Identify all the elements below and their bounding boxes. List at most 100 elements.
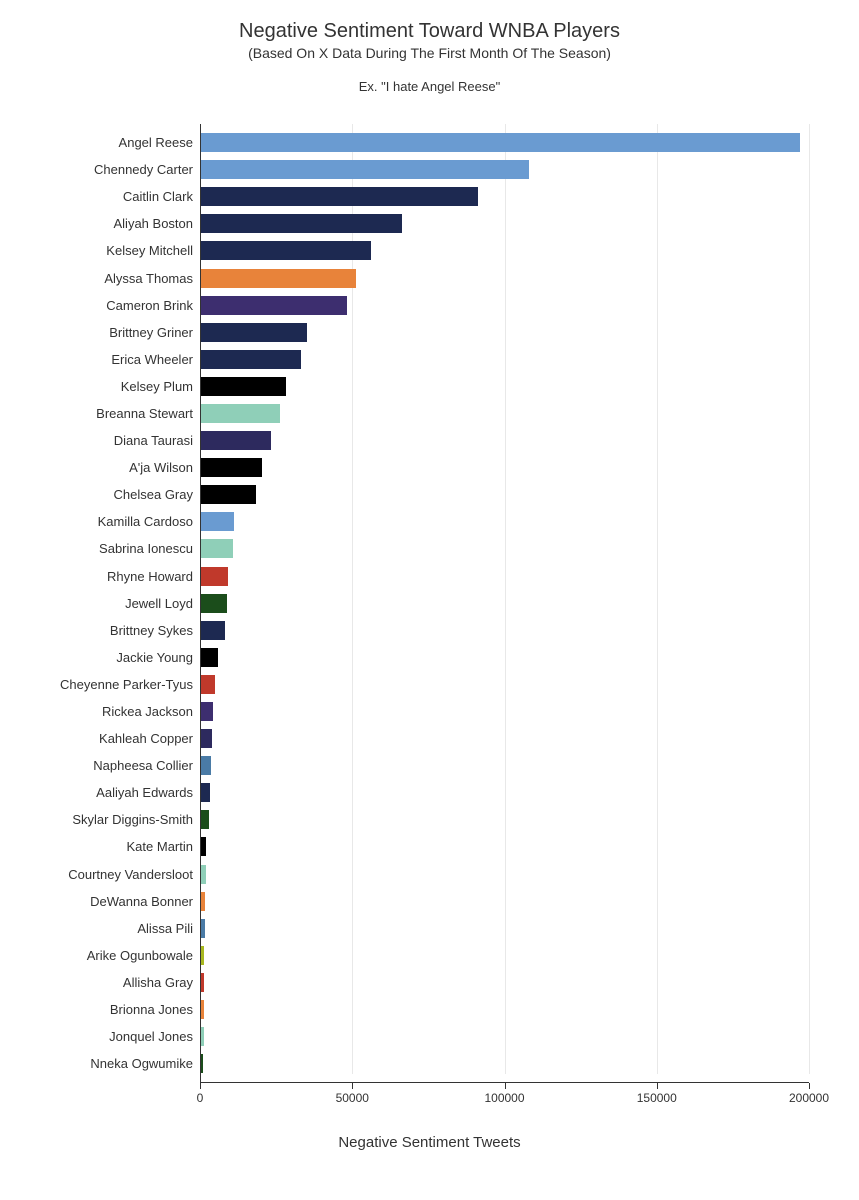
bar-label: Kamilla Cardoso <box>98 514 201 529</box>
bar-row: Arike Ogunbowale <box>201 942 809 969</box>
chart-example-text: Ex. "I hate Angel Reese" <box>30 79 829 94</box>
bar <box>201 431 271 450</box>
bar-label: Jewell Loyd <box>125 596 201 611</box>
bar <box>201 512 234 531</box>
bar <box>201 377 286 396</box>
bar <box>201 241 371 260</box>
bar-row: Sabrina Ionescu <box>201 535 809 562</box>
bar <box>201 865 206 884</box>
chart-title: Negative Sentiment Toward WNBA Players <box>30 20 829 43</box>
x-tick <box>809 1083 810 1089</box>
bar <box>201 269 356 288</box>
bar <box>201 621 225 640</box>
bar-label: Arike Ogunbowale <box>87 948 201 963</box>
chart-subtitle: (Based On X Data During The First Month … <box>30 45 829 61</box>
x-tick-label: 100000 <box>484 1091 524 1105</box>
bar-label: Kahleah Copper <box>99 731 201 746</box>
bar <box>201 567 228 586</box>
x-tick <box>657 1083 658 1089</box>
bar-row: Chelsea Gray <box>201 481 809 508</box>
bar-label: Rickea Jackson <box>102 704 201 719</box>
bar <box>201 648 218 667</box>
bar-label: Breanna Stewart <box>96 406 201 421</box>
bar-label: Kelsey Plum <box>121 379 201 394</box>
bar-row: Kahleah Copper <box>201 725 809 752</box>
bar <box>201 539 233 558</box>
bar <box>201 973 204 992</box>
bar-label: Kelsey Mitchell <box>106 243 201 258</box>
bar <box>201 1027 204 1046</box>
bar-label: Jonquel Jones <box>109 1029 201 1044</box>
bar-label: Aliyah Boston <box>114 216 202 231</box>
x-tick-label: 150000 <box>637 1091 677 1105</box>
chart-container: Negative Sentiment Toward WNBA Players (… <box>0 0 859 1191</box>
bar-label: Allisha Gray <box>123 975 201 990</box>
bar-label: Skylar Diggins-Smith <box>72 812 201 827</box>
bar-label: Brittney Griner <box>109 325 201 340</box>
bar-label: Cheyenne Parker-Tyus <box>60 677 201 692</box>
bar-label: Rhyne Howard <box>107 569 201 584</box>
bar <box>201 702 213 721</box>
bar <box>201 187 478 206</box>
bar-label: Jackie Young <box>116 650 201 665</box>
gridline <box>809 124 810 1074</box>
bar-row: Alissa Pili <box>201 915 809 942</box>
bar <box>201 296 347 315</box>
bar <box>201 837 206 856</box>
bar-label: Chennedy Carter <box>94 162 201 177</box>
bar <box>201 1000 204 1019</box>
bar-row: Kate Martin <box>201 833 809 860</box>
bar <box>201 458 262 477</box>
plot-area: Angel ReeseChennedy CarterCaitlin ClarkA… <box>200 124 809 1104</box>
bar-row: Jonquel Jones <box>201 1023 809 1050</box>
bar-row: Jewell Loyd <box>201 590 809 617</box>
bar-row: Jackie Young <box>201 644 809 671</box>
x-tick <box>352 1083 353 1089</box>
bar <box>201 756 211 775</box>
bar-row: Brittney Griner <box>201 319 809 346</box>
bar-row: Kamilla Cardoso <box>201 508 809 535</box>
bar-row: Nneka Ogwumike <box>201 1050 809 1077</box>
bar-label: Caitlin Clark <box>123 189 201 204</box>
bar <box>201 1054 203 1073</box>
x-tick <box>200 1083 201 1089</box>
bar-label: Cameron Brink <box>106 298 201 313</box>
bar-label: Diana Taurasi <box>114 433 201 448</box>
bar-row: Courtney Vandersloot <box>201 861 809 888</box>
bar-row: Napheesa Collier <box>201 752 809 779</box>
x-tick-label: 0 <box>197 1091 204 1105</box>
bar-row: Caitlin Clark <box>201 183 809 210</box>
x-tick <box>505 1083 506 1089</box>
bar-row: Kelsey Mitchell <box>201 237 809 264</box>
bar <box>201 323 307 342</box>
x-tick-label: 200000 <box>789 1091 829 1105</box>
bar-row: Rhyne Howard <box>201 563 809 590</box>
bar <box>201 675 215 694</box>
bar-label: Brittney Sykes <box>110 623 201 638</box>
bar <box>201 919 205 938</box>
bar <box>201 729 212 748</box>
bar-row: A'ja Wilson <box>201 454 809 481</box>
bar-label: Angel Reese <box>119 135 201 150</box>
bar <box>201 783 210 802</box>
bar <box>201 946 204 965</box>
bar-row: Aaliyah Edwards <box>201 779 809 806</box>
bar-label: Erica Wheeler <box>111 352 201 367</box>
bar-row: Brionna Jones <box>201 996 809 1023</box>
bar-row: Skylar Diggins-Smith <box>201 806 809 833</box>
bar <box>201 594 227 613</box>
bar-row: Diana Taurasi <box>201 427 809 454</box>
bar-row: Angel Reese <box>201 129 809 156</box>
bar-label: A'ja Wilson <box>129 460 201 475</box>
bar-row: Chennedy Carter <box>201 156 809 183</box>
x-axis: 050000100000150000200000 <box>200 1082 809 1112</box>
bar-row: Aliyah Boston <box>201 210 809 237</box>
bar <box>201 160 529 179</box>
bar <box>201 214 402 233</box>
bar <box>201 133 800 152</box>
bar <box>201 485 256 504</box>
bar-row: Erica Wheeler <box>201 346 809 373</box>
bar <box>201 404 280 423</box>
bar-row: Kelsey Plum <box>201 373 809 400</box>
bar-label: Alissa Pili <box>137 921 201 936</box>
